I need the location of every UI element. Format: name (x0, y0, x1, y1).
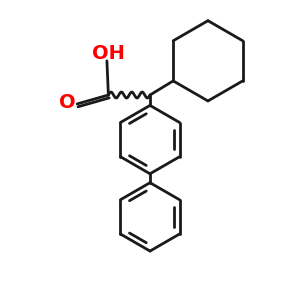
Text: O: O (59, 93, 76, 112)
Text: OH: OH (92, 44, 125, 63)
